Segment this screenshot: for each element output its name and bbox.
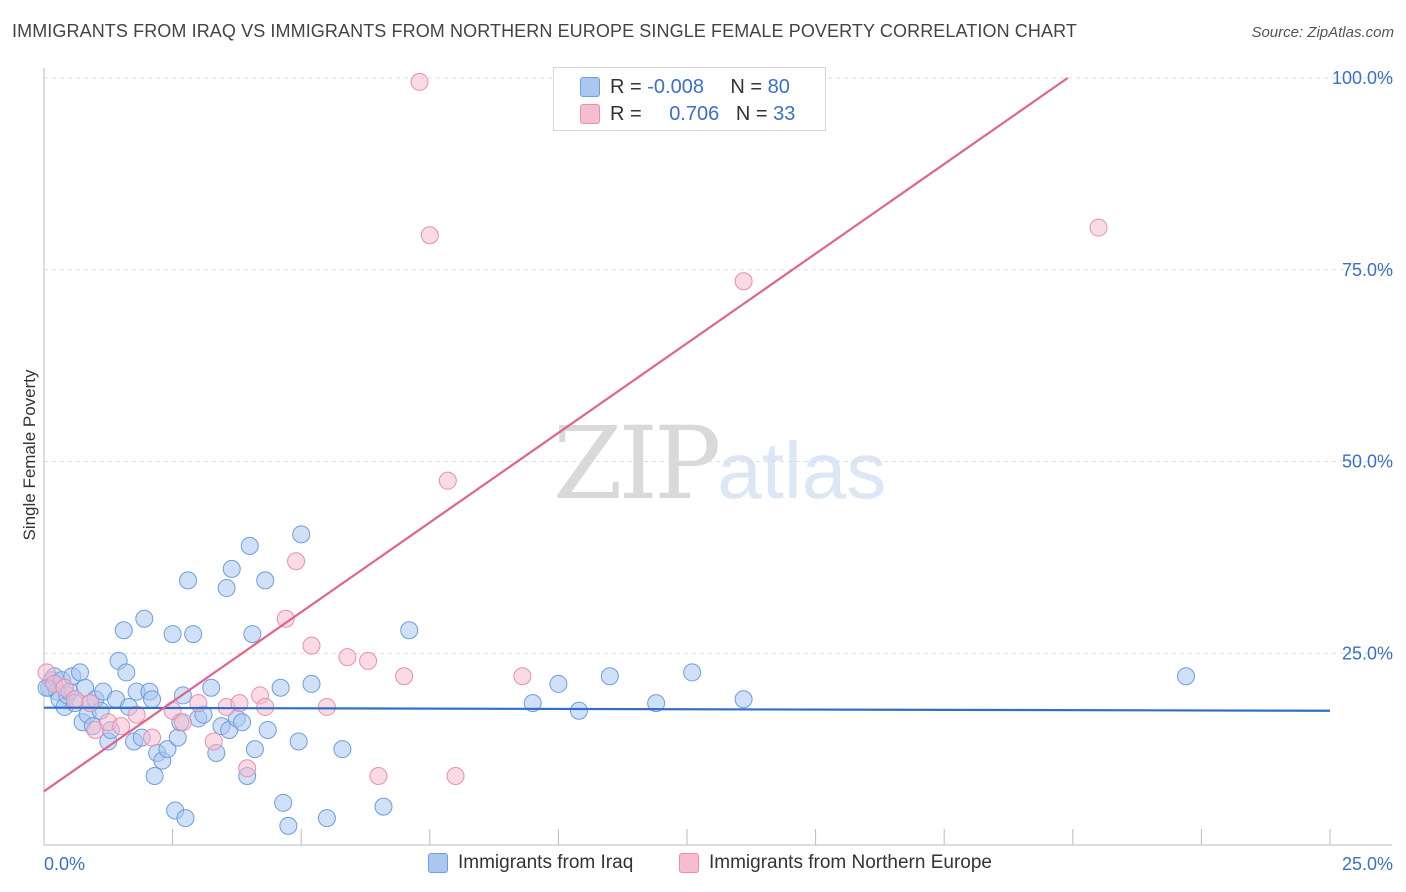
legend-n-value-northern-europe: 33: [773, 102, 796, 125]
legend-r-label: R =: [610, 102, 642, 125]
point-iraq: [256, 571, 275, 590]
point-iraq: [274, 793, 293, 812]
point-iraq: [258, 720, 277, 739]
bottom-legend-swatch-northern-europe: [679, 853, 699, 873]
point-northern-europe: [302, 636, 321, 655]
legend-n-label: N =: [730, 75, 763, 98]
point-northern-europe: [395, 667, 414, 686]
point-iraq: [222, 559, 241, 578]
point-northern-europe: [410, 72, 429, 91]
point-iraq: [217, 579, 236, 598]
point-iraq: [179, 571, 198, 590]
point-northern-europe: [81, 694, 100, 713]
point-iraq: [145, 766, 164, 785]
point-northern-europe: [256, 697, 275, 716]
point-iraq: [279, 816, 298, 835]
point-iraq: [135, 609, 154, 628]
point-iraq: [245, 740, 264, 759]
point-northern-europe: [127, 705, 146, 724]
point-northern-europe: [438, 471, 457, 490]
y-axis-label: Single Female Poverty: [20, 369, 39, 541]
point-northern-europe: [446, 766, 465, 785]
point-iraq: [71, 663, 90, 682]
x-tick-label: 25.0%: [1342, 854, 1393, 874]
point-iraq: [734, 690, 753, 709]
point-northern-europe: [112, 717, 131, 736]
point-northern-europe: [238, 759, 257, 778]
legend-row-northern-europe: R = 0.706 N = 33: [554, 99, 795, 129]
legend-r-value-northern-europe: 0.706: [669, 102, 720, 125]
y-tick-label: 75.0%: [1342, 260, 1393, 280]
point-iraq: [233, 713, 252, 732]
point-northern-europe: [513, 667, 532, 686]
point-iraq: [333, 740, 352, 759]
point-northern-europe: [287, 552, 306, 571]
legend-row-iraq: R = -0.008 N = 80: [554, 72, 790, 102]
watermark-atlas: atlas: [717, 426, 887, 515]
point-iraq: [143, 690, 162, 709]
point-iraq: [683, 663, 702, 682]
y-tick-label: 25.0%: [1342, 643, 1393, 663]
point-iraq: [168, 728, 187, 747]
bottom-legend-northern-europe[interactable]: Immigrants from Northern Europe: [679, 852, 992, 874]
chart-title: IMMIGRANTS FROM IRAQ VS IMMIGRANTS FROM …: [12, 21, 1077, 41]
legend-swatch-northern-europe: [580, 104, 600, 124]
point-northern-europe: [338, 648, 357, 667]
point-iraq: [202, 678, 221, 697]
point-iraq: [400, 621, 419, 640]
bottom-legend-swatch-iraq: [428, 853, 448, 873]
point-northern-europe: [55, 678, 74, 697]
correlation-legend: R = -0.008 N = 80 R = 0.706 N = 33: [553, 67, 826, 131]
point-iraq: [600, 667, 619, 686]
legend-n-label: N =: [735, 102, 768, 125]
point-iraq: [163, 625, 182, 644]
point-iraq: [292, 525, 311, 544]
watermark: ZIPatlas: [553, 405, 886, 522]
point-northern-europe: [317, 697, 336, 716]
point-iraq: [240, 536, 259, 555]
point-iraq: [647, 694, 666, 713]
point-iraq: [569, 701, 588, 720]
point-iraq: [114, 621, 133, 640]
point-northern-europe: [173, 713, 192, 732]
bottom-legend-label-iraq: Immigrants from Iraq: [458, 852, 634, 873]
y-tick-label: 50.0%: [1342, 452, 1393, 472]
point-northern-europe: [420, 226, 439, 245]
point-iraq: [176, 809, 195, 828]
source-label: Source: ZipAtlas.com: [1251, 24, 1394, 41]
bottom-legend-label-northern-europe: Immigrants from Northern Europe: [709, 852, 992, 873]
point-northern-europe: [65, 690, 84, 709]
point-northern-europe: [734, 272, 753, 291]
point-iraq: [184, 625, 203, 644]
trend-line-iraq: [43, 706, 1331, 712]
legend-n-value-iraq: 80: [767, 75, 790, 98]
point-iraq: [158, 740, 177, 759]
point-iraq: [302, 674, 321, 693]
y-tick-label: 100.0%: [1332, 68, 1393, 88]
bottom-legend-iraq[interactable]: Immigrants from Iraq: [428, 852, 633, 874]
point-iraq: [243, 625, 262, 644]
trend-line-northern-europe: [43, 77, 1069, 793]
point-northern-europe: [204, 732, 223, 751]
watermark-zip: ZIP: [553, 405, 721, 522]
point-iraq: [374, 797, 393, 816]
point-iraq: [317, 809, 336, 828]
point-iraq: [117, 663, 136, 682]
point-iraq: [523, 694, 542, 713]
point-iraq: [549, 674, 568, 693]
x-tick-label: 0.0%: [44, 854, 85, 874]
point-iraq: [271, 678, 290, 697]
point-northern-europe: [359, 651, 378, 670]
point-northern-europe: [143, 728, 162, 747]
point-northern-europe: [1089, 218, 1108, 237]
point-iraq: [1176, 667, 1195, 686]
point-iraq: [289, 732, 308, 751]
point-northern-europe: [369, 766, 388, 785]
legend-r-value-iraq: -0.008: [647, 75, 704, 98]
legend-r-label: R =: [610, 75, 642, 98]
point-northern-europe: [276, 609, 295, 628]
legend-swatch-iraq: [580, 77, 600, 97]
